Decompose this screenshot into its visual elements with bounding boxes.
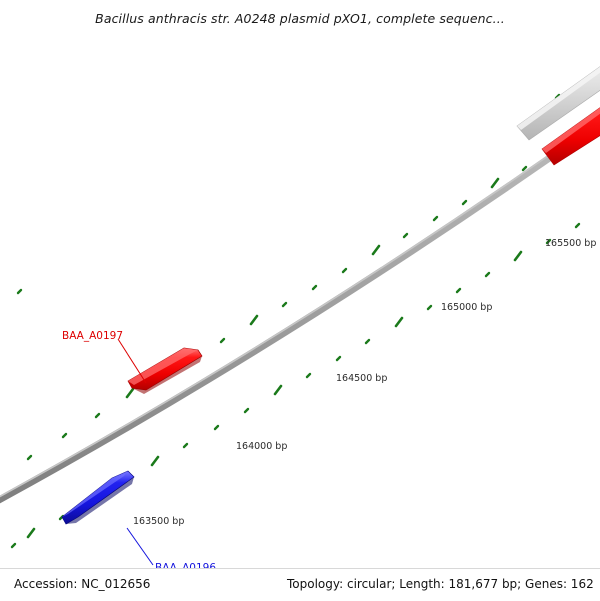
feature-BAA_A0197[interactable] bbox=[127, 347, 203, 394]
coordinate-tick-164000: 164000 bp bbox=[236, 441, 287, 452]
feature-label-BAA_A0197[interactable]: BAA_A0197 bbox=[62, 330, 123, 342]
genome-map-canvas[interactable]: BAA_A0197 BAA_A0196 163000 bp 163500 bp … bbox=[0, 36, 600, 568]
backbone-arc bbox=[0, 118, 600, 504]
coordinate-label: 164000 bp bbox=[236, 441, 287, 452]
coordinate-label: 163500 bp bbox=[133, 516, 184, 527]
plasmid-backbone[interactable] bbox=[0, 111, 600, 506]
coordinate-tick-165500: 165500 bp bbox=[545, 238, 596, 249]
status-bar: Accession: NC_012656 Topology: circular;… bbox=[0, 568, 600, 601]
feature-edge-gene-red[interactable] bbox=[541, 99, 600, 166]
genome-map-svg[interactable]: BAA_A0197 BAA_A0196 163000 bp 163500 bp … bbox=[0, 36, 600, 568]
viewer-header: Bacillus anthracis str. A0248 plasmid pX… bbox=[0, 0, 600, 36]
coordinate-label: 164500 bp bbox=[336, 373, 387, 384]
backbone-highlight bbox=[0, 118, 600, 498]
coordinate-tick-164500: 164500 bp bbox=[336, 373, 387, 384]
topology-text: Topology: circular; Length: 181,677 bp; … bbox=[287, 577, 594, 591]
tick-marks-upper bbox=[26, 131, 586, 461]
coordinate-tick-163500: 163500 bp bbox=[133, 516, 184, 527]
tick-marks-lower bbox=[10, 222, 581, 549]
coordinate-label: 165000 bp bbox=[441, 302, 492, 313]
feature-BAA_A0196[interactable] bbox=[61, 470, 135, 525]
accession-text: Accession: NC_012656 bbox=[14, 577, 151, 591]
coordinate-tick-165000: 165000 bp bbox=[441, 302, 492, 313]
feature-edge-gene-gray[interactable] bbox=[516, 58, 600, 141]
feature-label-BAA_A0196[interactable]: BAA_A0196 bbox=[155, 562, 216, 568]
feature-leader-BAA_A0196 bbox=[126, 527, 154, 566]
coordinate-label: 165500 bp bbox=[545, 238, 596, 249]
feature-leader-BAA_A0197 bbox=[117, 338, 147, 384]
page-title: Bacillus anthracis str. A0248 plasmid pX… bbox=[95, 10, 505, 26]
